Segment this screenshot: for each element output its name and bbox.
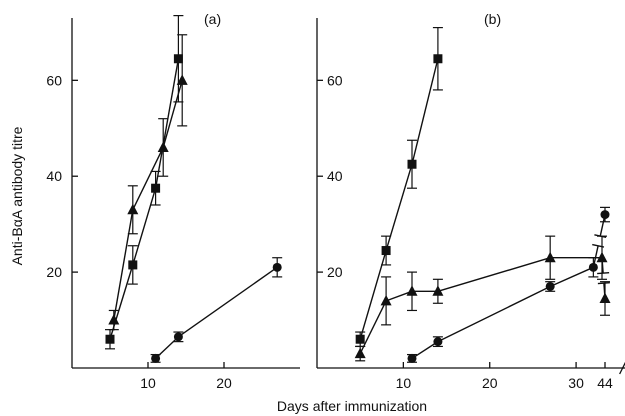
series-line-square xyxy=(385,164,413,251)
panel-a-label: (a) xyxy=(204,11,221,27)
series-line-circle xyxy=(411,341,439,359)
panel-a-plot: 20 40 60 10 20 xyxy=(46,15,300,391)
data-point-circle xyxy=(407,353,417,363)
data-point-square xyxy=(128,260,138,270)
series-line-triangle xyxy=(437,257,551,292)
series-break-mark xyxy=(597,281,610,285)
series-break-mark xyxy=(594,234,607,239)
series-line-circle xyxy=(437,285,551,343)
y-tick-label: 60 xyxy=(327,72,343,88)
x-tick-label: 20 xyxy=(482,375,498,391)
data-point-square xyxy=(433,54,443,64)
x-tick-label: 20 xyxy=(216,375,232,391)
y-tick-label: 40 xyxy=(46,168,62,184)
data-point-square xyxy=(173,54,183,64)
data-point-triangle xyxy=(157,141,169,152)
series-break-mark xyxy=(592,243,605,248)
data-point-triangle xyxy=(596,251,608,263)
series-line-triangle xyxy=(359,300,387,354)
data-point-circle xyxy=(151,353,161,363)
data-point-triangle xyxy=(406,285,418,296)
data-point-square xyxy=(355,334,365,344)
panel-a: 20 40 60 10 20 (a) xyxy=(46,11,300,391)
data-point-circle xyxy=(588,262,598,272)
data-point-triangle xyxy=(432,285,444,296)
data-point-triangle xyxy=(108,314,120,325)
series-line-triangle xyxy=(132,147,164,211)
x-tick-label: 44 xyxy=(597,375,613,391)
data-point-triangle xyxy=(544,251,556,263)
series-line-triangle xyxy=(385,290,413,302)
data-point-triangle xyxy=(354,347,366,359)
x-tick-label: 30 xyxy=(568,375,584,391)
data-point-circle xyxy=(433,337,443,347)
data-point-circle xyxy=(600,210,610,220)
data-point-circle xyxy=(545,281,555,291)
series-line-circle xyxy=(177,266,278,338)
data-point-triangle xyxy=(599,292,611,303)
y-tick-label: 20 xyxy=(46,264,62,280)
y-axis-title: Anti-BαA antibody titre xyxy=(9,126,25,265)
series-line-square xyxy=(411,58,439,165)
panel-b: 20 40 60 10 20 30 44 (b) xyxy=(316,11,625,391)
data-point-square xyxy=(407,159,417,169)
y-tick-label: 60 xyxy=(46,72,62,88)
data-point-square xyxy=(151,183,161,193)
data-point-circle xyxy=(173,332,183,342)
y-tick-label: 20 xyxy=(327,264,343,280)
x-axis-title: Days after immunization xyxy=(277,398,427,414)
data-point-circle xyxy=(272,262,282,272)
data-point-triangle xyxy=(380,294,392,306)
series-line-square xyxy=(154,58,180,189)
data-point-triangle xyxy=(127,203,139,215)
series-line-triangle xyxy=(113,209,134,321)
x-tick-label: 10 xyxy=(140,375,156,391)
data-point-square xyxy=(105,334,115,344)
data-point-triangle xyxy=(176,74,188,85)
x-tick-label: 10 xyxy=(396,375,412,391)
panel-b-plot: 20 40 60 10 20 30 44 xyxy=(316,18,625,391)
series-line-circle xyxy=(549,266,594,288)
y-tick-label: 40 xyxy=(327,168,343,184)
series-break-mark xyxy=(597,271,610,275)
data-point-square xyxy=(381,246,391,256)
panel-b-label: (b) xyxy=(484,11,501,27)
series-line-square xyxy=(132,188,157,266)
series-line-triangle xyxy=(162,80,183,148)
